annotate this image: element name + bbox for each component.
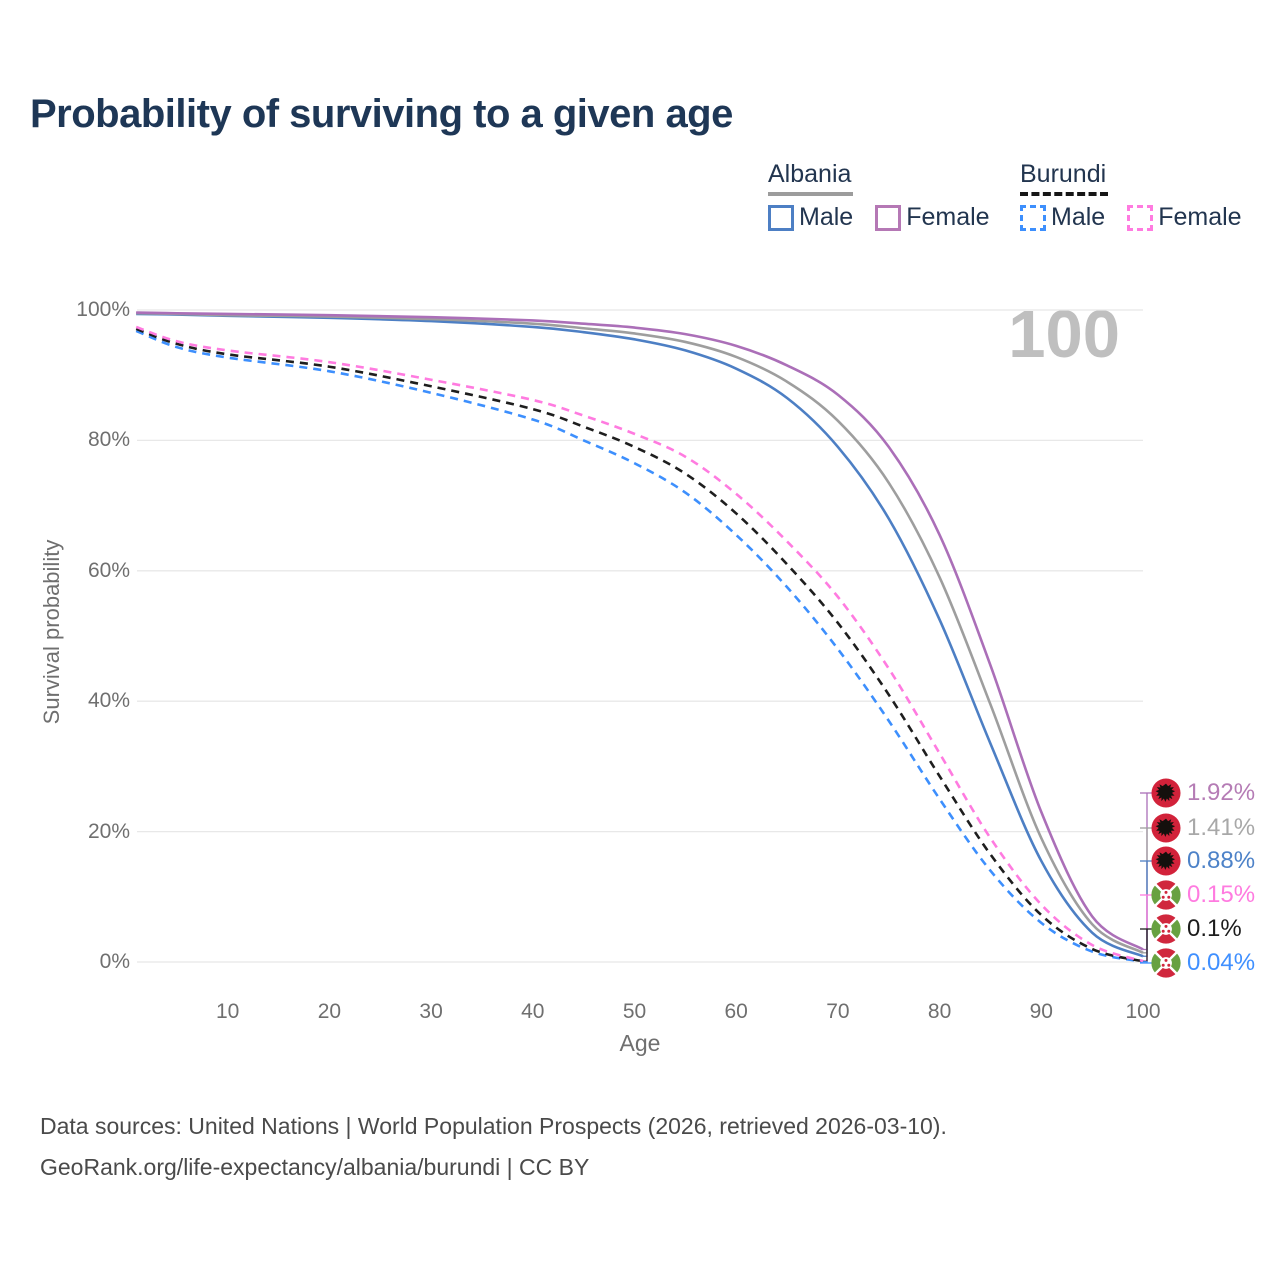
y-tick-label-40: 40% <box>87 689 130 713</box>
legend-country-albania[interactable]: Albania <box>768 160 854 196</box>
legend-swatch-icon <box>1020 204 1046 231</box>
end-label-value: 0.04% <box>1187 949 1256 976</box>
legend-item-label: Female <box>1158 203 1242 231</box>
x-tick-label-20: 20 <box>317 1000 342 1023</box>
x-tick-label-10: 10 <box>216 1000 240 1023</box>
legend-item-label: Male <box>799 203 854 231</box>
end-label-value: 1.41% <box>1187 814 1256 841</box>
albania-flag-icon <box>1151 813 1181 843</box>
end-label-value: 0.15% <box>1187 881 1256 908</box>
end-label-burundi-both-sexes: 0.1% <box>1151 914 1242 944</box>
x-axis-title: Age <box>619 1030 661 1056</box>
end-label-albania-male: 0.88% <box>1151 846 1255 876</box>
curve-albania-both-sexes <box>136 311 1144 954</box>
curve-albania-female <box>136 311 1144 951</box>
y-tick-label-60: 60% <box>87 558 130 582</box>
legend-swatch-icon <box>768 204 794 231</box>
curve-albania-male <box>136 312 1144 958</box>
end-label-burundi-male: 0.04% <box>1151 948 1255 978</box>
legend-item-albania-female[interactable]: Female <box>875 203 990 232</box>
y-tick-label-100: 100% <box>76 298 130 321</box>
legend-item-albania-male[interactable]: Male <box>768 203 853 232</box>
curve-burundi-female <box>135 325 1144 963</box>
legend-group-albania: Albania Male Female <box>768 160 990 232</box>
x-tick-label-60: 60 <box>724 1000 748 1023</box>
albania-flag-icon <box>1151 846 1181 876</box>
albania-flag-icon <box>1151 778 1181 808</box>
y-tick-label-0: 0% <box>99 950 130 973</box>
legend-swatch-icon <box>875 204 902 231</box>
legend-item-label: Male <box>1051 203 1106 231</box>
legend-swatch-icon <box>1127 204 1154 231</box>
end-label-value: 1.92% <box>1187 779 1256 806</box>
y-tick-label-80: 80% <box>87 428 130 452</box>
footer-data-sources: Data sources: United Nations | World Pop… <box>40 1113 947 1139</box>
y-axis-title: Survival probability <box>39 539 64 725</box>
legend-country-burundi[interactable]: Burundi <box>1020 160 1109 196</box>
legend-item-burundi-female[interactable]: Female <box>1127 203 1242 232</box>
legend-item-label: Female <box>906 203 990 231</box>
legend-item-burundi-male[interactable]: Male <box>1020 203 1105 232</box>
curve-burundi-male <box>135 329 1144 964</box>
x-tick-label-50: 50 <box>622 1000 647 1023</box>
x-tick-label-40: 40 <box>521 1000 545 1023</box>
x-tick-label-90: 90 <box>1029 1000 1053 1023</box>
x-tick-label-80: 80 <box>927 1000 952 1023</box>
y-tick-label-20: 20% <box>87 819 130 843</box>
burundi-flag-icon <box>1151 880 1181 910</box>
curve-burundi-both-sexes <box>135 327 1144 963</box>
x-tick-label-100: 100 <box>1125 1000 1161 1023</box>
chart-title: Probability of surviving to a given age <box>30 92 733 136</box>
end-label-albania-female: 1.92% <box>1151 778 1255 808</box>
end-label-value: 0.88% <box>1187 847 1256 874</box>
burundi-flag-icon <box>1151 914 1181 944</box>
footer: Data sources: United Nations | World Pop… <box>40 1106 947 1188</box>
end-label-value: 0.1% <box>1187 915 1242 942</box>
legend-group-burundi: Burundi Male Female <box>1020 160 1242 232</box>
burundi-flag-icon <box>1151 948 1181 978</box>
x-tick-label-70: 70 <box>826 1000 850 1023</box>
end-label-albania-both-sexes: 1.41% <box>1151 813 1255 843</box>
footer-attribution-url: GeoRank.org/life-expectancy/albania/buru… <box>40 1154 590 1180</box>
x-tick-label-30: 30 <box>419 1000 443 1023</box>
end-label-burundi-female: 0.15% <box>1151 880 1255 910</box>
